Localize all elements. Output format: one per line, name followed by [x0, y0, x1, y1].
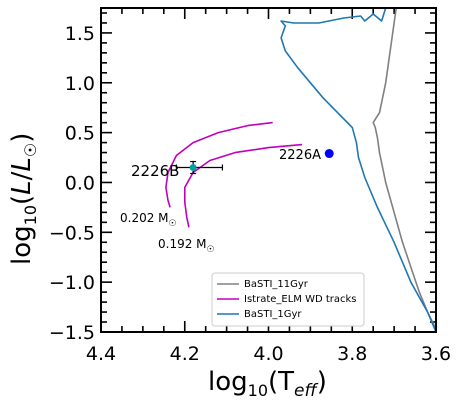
- legend-label-1gyr: BaSTI_1Gyr: [244, 309, 302, 320]
- points-layer: [175, 149, 334, 175]
- x-tick-label: 3.8: [337, 343, 367, 365]
- annotation-202: 0.202 M☉: [120, 211, 177, 229]
- y-axis-title: log10(L/L☉): [7, 133, 40, 265]
- legend-box: [211, 272, 365, 327]
- legend-label-istrate: Istrate_ELM WD tracks: [244, 294, 357, 305]
- series-line-2: [165, 121, 273, 208]
- x-tick-label: 4.4: [86, 343, 116, 365]
- x-tick-label: 3.6: [421, 343, 451, 365]
- annotation-192: 0.192 M☉: [158, 237, 215, 255]
- data-point-2226A: [324, 149, 334, 159]
- point-label-2226B: 2226B: [131, 162, 179, 180]
- y-tick-label: −1.5: [49, 322, 95, 344]
- legend: BaSTI_11Gyr Istrate_ELM WD tracks BaSTI_…: [211, 272, 365, 327]
- y-tick-label: 0.5: [65, 123, 95, 145]
- legend-label-11gyr: BaSTI_11Gyr: [244, 279, 309, 290]
- x-axis-title: log10(Teff): [208, 367, 327, 401]
- point-label-2226A: 2226A: [279, 148, 321, 163]
- y-tick-label: −1.0: [49, 272, 95, 294]
- data-point-2226B: [189, 164, 197, 172]
- x-tick-labels: 4.4 4.2 4.0 3.8 3.6: [86, 343, 451, 365]
- x-tick-label: 4.0: [253, 343, 283, 365]
- y-tick-label: 1.5: [65, 23, 95, 45]
- y-tick-label: 0.0: [65, 172, 95, 194]
- x-tick-label: 4.2: [170, 343, 200, 365]
- y-tick-label: −0.5: [49, 222, 95, 244]
- y-tick-label: 1.0: [65, 73, 95, 95]
- series-line-1: [280, 8, 436, 332]
- plot-frame: [100, 7, 437, 333]
- series-line-0: [372, 8, 436, 330]
- y-tick-labels: −1.5 −1.0 −0.5 0.0 0.5 1.0 1.5: [49, 23, 95, 344]
